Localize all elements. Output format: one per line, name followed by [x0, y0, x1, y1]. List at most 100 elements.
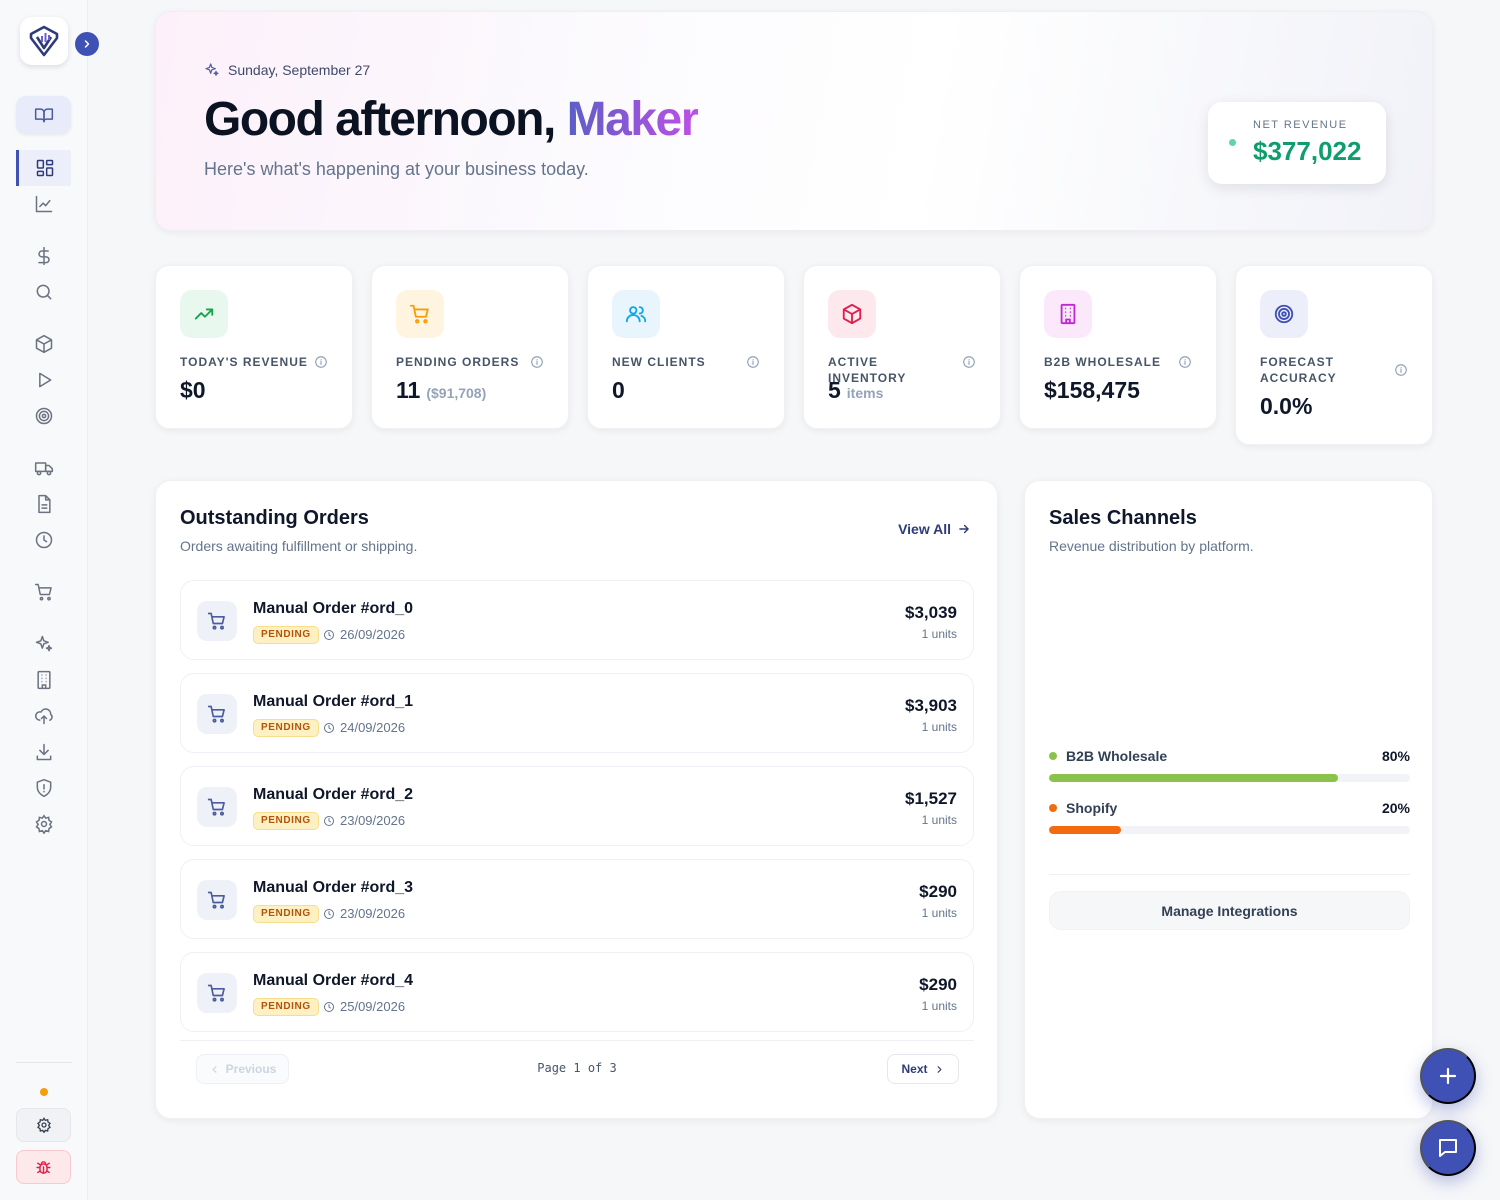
cart-icon — [409, 304, 429, 324]
page-indicator: Page 1 of 3 — [537, 1061, 617, 1075]
stat-card-new-clients[interactable]: NEW CLIENTS 0 — [587, 265, 785, 429]
cart-icon — [34, 583, 52, 601]
nav-goals[interactable] — [26, 398, 62, 434]
nav-shipping[interactable] — [26, 450, 62, 486]
previous-page-button[interactable]: Previous — [196, 1054, 289, 1084]
add-fab-button[interactable] — [1420, 1048, 1476, 1104]
nav-book[interactable] — [16, 96, 71, 134]
plus-icon — [1439, 1067, 1457, 1085]
order-units: 1 units — [921, 813, 957, 827]
order-title: Manual Order #ord_2 — [253, 786, 414, 803]
users-icon — [625, 306, 647, 323]
order-title: Manual Order #ord_1 — [253, 693, 414, 710]
info-icon[interactable] — [1178, 355, 1192, 369]
chevron-right-icon — [937, 1065, 941, 1073]
cart-icon — [207, 612, 225, 630]
sidebar-expand-button[interactable] — [75, 32, 99, 56]
status-badge: PENDING — [253, 719, 319, 737]
channel-bar-track — [1049, 774, 1410, 782]
logo-icon — [29, 25, 59, 57]
stat-card-active-inventory[interactable]: ACTIVE INVENTORY 5 items — [803, 265, 1001, 429]
info-icon[interactable] — [746, 355, 760, 369]
sparkles-icon — [205, 63, 219, 76]
chart-line-icon — [35, 195, 53, 213]
nav-play[interactable] — [26, 362, 62, 398]
order-title: Manual Order #ord_0 — [253, 600, 414, 617]
stat-value: 0 — [612, 377, 625, 404]
nav-settings[interactable] — [26, 806, 62, 842]
net-revenue-dot — [1229, 139, 1236, 146]
stat-value-text: $158,475 — [1044, 377, 1140, 403]
info-icon[interactable] — [1394, 363, 1408, 377]
order-icon-wrap — [197, 601, 237, 641]
net-revenue-card: NET REVENUE $377,022 — [1208, 102, 1386, 184]
next-page-button[interactable]: Next — [887, 1054, 959, 1084]
nav-search[interactable] — [26, 274, 62, 310]
order-row[interactable]: Manual Order #ord_1 PENDING 24/09/2026 $3,9… — [180, 673, 974, 753]
cart-icon — [207, 891, 225, 909]
stat-label: B2B WHOLESALE — [1044, 355, 1162, 369]
channel-percent: 20% — [1381, 800, 1410, 816]
chat-fab-button[interactable] — [1420, 1120, 1476, 1176]
nav-inventory[interactable] — [26, 326, 62, 362]
channels-divider — [1049, 874, 1410, 875]
sidebar-bug-report-button[interactable] — [16, 1150, 71, 1184]
order-row[interactable]: Manual Order #ord_3 PENDING 23/09/2026 $290… — [180, 859, 974, 939]
outstanding-orders-panel: Outstanding Orders Orders awaiting fulfi… — [155, 480, 998, 1119]
channel-bar-fill — [1049, 826, 1122, 834]
info-icon[interactable] — [530, 355, 544, 369]
nav-security[interactable] — [26, 770, 62, 806]
stat-card-b2b-wholesale[interactable]: B2B WHOLESALE $158,475 — [1019, 265, 1217, 429]
chat-icon — [1439, 1139, 1457, 1157]
nav-dashboard[interactable] — [16, 150, 71, 186]
arrow-right-icon — [959, 524, 969, 534]
nav-upload[interactable] — [26, 698, 62, 734]
order-row[interactable]: Manual Order #ord_0 PENDING 26/09/2026 $3,0… — [180, 580, 974, 660]
nav-analytics[interactable] — [26, 186, 62, 222]
document-icon — [38, 494, 51, 514]
play-icon — [39, 372, 52, 388]
nav-orders[interactable] — [26, 574, 62, 610]
cart-icon — [207, 705, 225, 723]
clock-icon — [324, 722, 334, 733]
manage-integrations-button[interactable]: Manage Integrations — [1049, 891, 1410, 930]
stat-label: PENDING ORDERS — [396, 355, 520, 369]
page-title: Good afternoon, Maker — [204, 92, 699, 147]
dashboard-icon — [36, 159, 54, 177]
stat-card-forecast-accuracy[interactable]: FORECAST ACCURACY 0.0% — [1235, 265, 1433, 445]
order-row[interactable]: Manual Order #ord_4 PENDING 25/09/2026 $290… — [180, 952, 974, 1032]
stat-card-pending-orders[interactable]: PENDING ORDERS 11 ($91,708) — [371, 265, 569, 429]
status-badge: PENDING — [253, 626, 319, 644]
clock-icon — [35, 531, 53, 549]
order-date-text: 23/09/2026 — [340, 813, 406, 828]
channel-dot — [1049, 804, 1057, 812]
view-all-link[interactable]: View All — [898, 521, 971, 537]
stat-icon-wrap — [1260, 290, 1308, 338]
nav-ai[interactable] — [26, 626, 62, 662]
book-icon — [34, 108, 53, 123]
order-date-text: 24/09/2026 — [340, 720, 406, 735]
nav-wholesale[interactable] — [26, 662, 62, 698]
order-icon-wrap — [197, 973, 237, 1013]
hero-date-text: Sunday, September 27 — [228, 62, 371, 78]
stat-card-todays-revenue[interactable]: TODAY'S REVENUE $0 — [155, 265, 353, 429]
order-row[interactable]: Manual Order #ord_2 PENDING 23/09/2026 $1,5… — [180, 766, 974, 846]
download-icon — [36, 743, 52, 761]
info-icon[interactable] — [314, 355, 328, 369]
nav-documents[interactable] — [26, 486, 62, 522]
search-icon — [36, 284, 52, 300]
stat-icon-wrap — [828, 290, 876, 338]
panel-subtitle: Orders awaiting fulfillment or shipping. — [180, 538, 418, 554]
order-date-text: 23/09/2026 — [340, 906, 406, 921]
channel-name: Shopify — [1066, 800, 1118, 816]
sidebar-settings-button[interactable] — [16, 1108, 71, 1142]
order-date: 26/09/2026 — [323, 627, 405, 642]
nav-download[interactable] — [26, 734, 62, 770]
order-icon-wrap — [197, 787, 237, 827]
nav-finance[interactable] — [26, 238, 62, 274]
app-logo[interactable] — [20, 17, 68, 65]
clock-icon — [324, 629, 334, 640]
info-icon[interactable] — [962, 355, 976, 369]
cloud-upload-icon — [35, 708, 53, 725]
nav-history[interactable] — [26, 522, 62, 558]
